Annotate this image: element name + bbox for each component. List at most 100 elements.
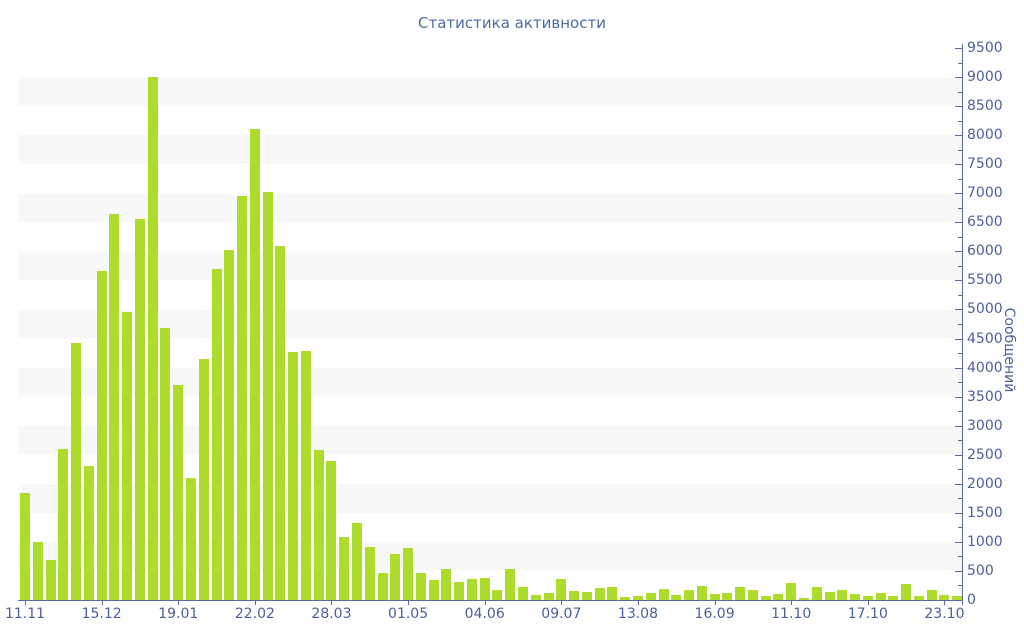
y-minor-tick [958,265,962,267]
y-major-tick [955,541,962,543]
y-minor-tick [958,411,962,413]
bar [735,587,746,600]
y-minor-tick [958,585,962,587]
y-tick-label: 8500 [967,98,1003,115]
bar [454,582,465,600]
bar [696,586,707,600]
bar [684,590,695,600]
y-minor-tick [958,294,962,296]
x-tick [791,600,793,605]
y-major-tick [955,367,962,369]
y-minor-tick [958,120,962,122]
y-tick-label: 7500 [967,156,1003,173]
y-tick-label: 6000 [967,243,1003,260]
plot-area [18,48,963,600]
y-major-tick [955,251,962,253]
bar [237,196,248,600]
y-tick-label: 9000 [967,69,1003,86]
bar [530,594,541,600]
bar [811,587,822,600]
y-tick-label: 1500 [967,504,1003,521]
bar [837,590,848,600]
y-tick-label: 2000 [967,475,1003,492]
x-axis-line [18,600,962,601]
x-tick [637,600,639,605]
bar [403,547,414,600]
bar [492,590,503,600]
x-tick [561,600,563,605]
bar [760,595,771,600]
y-tick-label: 8000 [967,127,1003,144]
bar [20,492,30,600]
bar [632,595,643,600]
bar [581,592,592,600]
y-minor-tick [958,382,962,384]
x-tick-label: 23.10 [924,606,965,622]
y-axis-line [962,44,963,605]
bar [428,579,439,600]
bar [620,596,631,600]
y-tick-label: 5500 [967,272,1003,289]
x-tick [944,600,946,605]
y-major-tick [955,135,962,137]
bar [160,328,171,600]
y-major-tick [955,600,962,601]
bar [722,593,733,600]
bar [32,541,43,600]
bar [415,573,426,600]
y-minor-tick [958,207,962,209]
y-major-tick [955,193,962,195]
bar [888,595,899,600]
y-minor-tick [958,62,962,64]
bar [173,385,184,600]
y-major-tick [955,570,962,572]
chart-title: Статистика активности [418,14,606,32]
bar [824,591,835,600]
bar [262,191,273,600]
bar [122,312,133,600]
y-axis: 0 500 1000 1500 2000 2500 3000 3500 4000 4500 5000… [955,40,1024,608]
bar [224,249,235,600]
bar [939,594,950,600]
y-minor-tick [958,178,962,180]
y-tick-label: 9500 [967,40,1003,56]
bar [901,584,912,600]
bar [390,554,401,600]
bar [875,593,886,600]
y-tick-label: 2500 [967,446,1003,463]
bar [773,594,784,600]
x-tick [254,600,256,605]
y-major-tick [955,396,962,398]
bar [658,588,669,600]
y-tick-label: 3000 [967,417,1003,434]
x-axis: 11.11 15.12 19.01 22.02 28.03 01.05 04.06 09.07… [5,600,964,630]
bar [377,572,388,600]
x-tick-label: 22.02 [234,606,275,622]
y-minor-tick [958,556,962,558]
y-tick-label: 1000 [967,533,1003,550]
bar [71,342,82,600]
y-minor-tick [958,91,962,93]
bar [352,522,363,600]
x-tick [484,600,486,605]
bar [186,477,196,600]
bar [569,590,580,600]
bar [952,596,963,600]
x-tick [714,600,716,605]
bar [913,595,924,600]
bar [339,537,350,600]
bar [671,594,682,600]
x-tick-label: 09.07 [541,606,582,622]
bar [364,547,375,600]
y-major-tick [955,106,962,108]
bar [134,219,145,600]
bar [109,213,120,600]
bar [249,128,260,600]
bar [313,450,324,600]
y-major-tick [955,222,962,224]
y-minor-tick [958,498,962,500]
y-major-tick [955,48,962,49]
bar [58,448,69,600]
y-major-tick [955,483,962,485]
